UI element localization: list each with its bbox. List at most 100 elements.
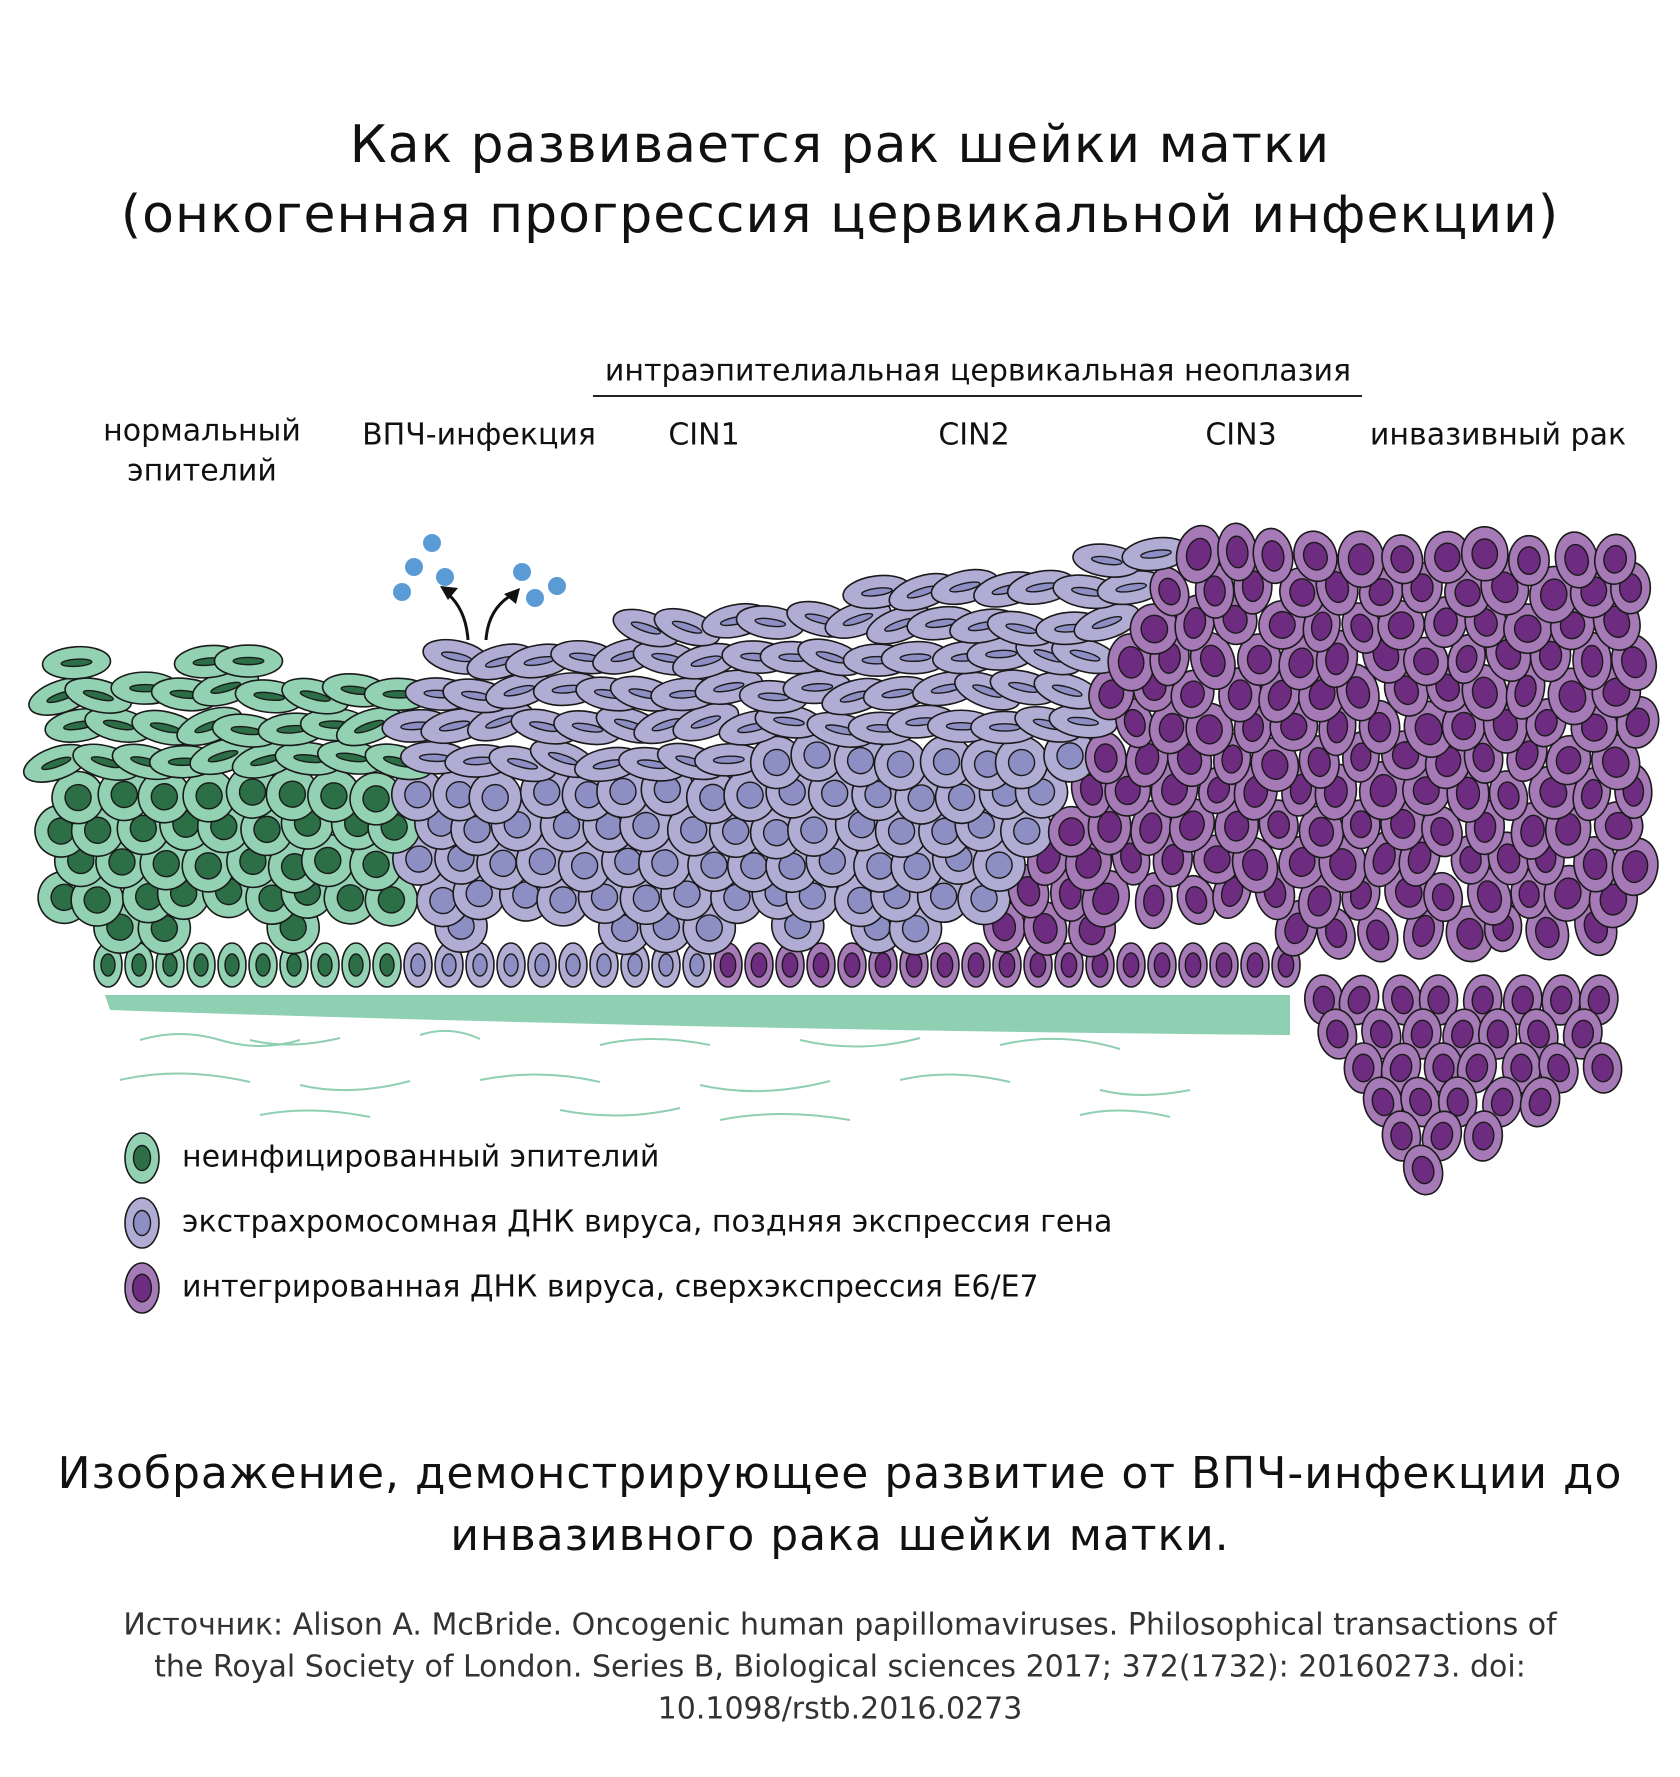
nucleus [1427, 985, 1450, 1015]
nucleus [673, 880, 701, 908]
nucleus [680, 816, 708, 844]
nucleus [1391, 985, 1414, 1015]
nucleus [630, 621, 662, 635]
source: Источник: Alison A. McBride. Oncogenic h… [123, 1608, 1558, 1643]
nucleus [1179, 810, 1205, 841]
cell [182, 769, 236, 823]
cell [1573, 836, 1617, 893]
stage-label: инвазивный рак [1370, 418, 1626, 453]
cell [651, 942, 681, 988]
nucleus [1007, 748, 1036, 777]
nucleus [1058, 817, 1085, 847]
cell [589, 942, 619, 988]
nucleus [1280, 712, 1308, 741]
cell [1250, 737, 1300, 793]
cell [213, 644, 284, 678]
nucleus [1580, 713, 1608, 742]
nucleus [571, 722, 604, 733]
nucleus [1514, 674, 1537, 708]
cell [1423, 530, 1471, 584]
nucleus [905, 952, 923, 978]
nucleus [861, 587, 893, 597]
nucleus [1520, 814, 1545, 848]
nucleus [1454, 579, 1481, 607]
nucleus [1511, 985, 1534, 1015]
nucleus [1093, 743, 1118, 773]
nucleus [1414, 713, 1443, 746]
stroma-fibers [119, 1029, 1191, 1121]
nucleus [1225, 535, 1249, 569]
nucleus [1497, 781, 1520, 810]
nucleus [609, 777, 637, 806]
nucleus [193, 953, 209, 977]
nucleus [528, 847, 557, 876]
cell [1209, 942, 1239, 988]
nucleus [690, 655, 722, 668]
nucleus [801, 682, 834, 692]
nucleus [1267, 810, 1291, 839]
nucleus [1203, 845, 1231, 874]
legend: неинфицированный эпителий экстрахромосомн… [124, 1132, 1112, 1314]
virion [526, 589, 544, 607]
nucleus [1599, 883, 1628, 916]
nucleus [1601, 746, 1630, 778]
cell [465, 942, 495, 988]
nucleus [781, 952, 799, 978]
nucleus [503, 684, 535, 697]
nucleus [1261, 749, 1289, 781]
nucleus [253, 691, 286, 702]
nucleus [1564, 543, 1590, 576]
nucleus [1347, 543, 1375, 576]
cell [1337, 530, 1385, 589]
nucleus [503, 953, 519, 977]
cell [1134, 872, 1173, 930]
nucleus [1539, 777, 1568, 808]
cell [349, 772, 403, 826]
nucleus [162, 953, 178, 977]
nucleus [1224, 810, 1250, 842]
nucleus [1051, 684, 1083, 697]
cell [1402, 1144, 1444, 1196]
nucleus [1490, 1087, 1514, 1117]
nucleus [1471, 985, 1494, 1015]
nucleus [314, 846, 342, 875]
nucleus [110, 780, 138, 809]
nucleus [1302, 541, 1329, 571]
stage-label: CIN1 [668, 418, 739, 453]
cell [372, 942, 402, 988]
legend-label: неинфицированный эпителий [182, 1140, 659, 1175]
cell [837, 942, 867, 988]
nucleus [441, 953, 457, 977]
nucleus [565, 953, 581, 977]
cell [1460, 525, 1509, 582]
cell [124, 1132, 160, 1184]
nucleus [1456, 917, 1484, 950]
cell [248, 942, 278, 988]
cell [1175, 524, 1222, 584]
nucleus [1411, 1155, 1435, 1185]
nucleus [1496, 843, 1521, 874]
nucleus [1134, 743, 1160, 775]
nucleus [1215, 952, 1233, 978]
stage-label: CIN3 [1205, 418, 1276, 453]
nucleus [1471, 538, 1499, 570]
nucleus [1326, 1019, 1349, 1049]
nucleus [1221, 744, 1243, 774]
cell [1236, 633, 1282, 687]
nucleus [998, 952, 1016, 978]
nucleus [773, 716, 805, 727]
nucleus [1409, 1087, 1433, 1117]
nucleus [238, 778, 267, 806]
nucleus [299, 690, 331, 702]
nucleus [1413, 647, 1439, 676]
nucleus [1472, 1121, 1495, 1151]
cell [1317, 1008, 1358, 1060]
cell [986, 610, 1056, 647]
nucleus [1558, 680, 1587, 713]
nucleus [465, 879, 493, 908]
nucleus [1603, 544, 1628, 574]
nucleus [719, 952, 737, 978]
nucleus [336, 884, 365, 912]
nucleus [967, 952, 985, 978]
nucleus [1455, 644, 1478, 674]
